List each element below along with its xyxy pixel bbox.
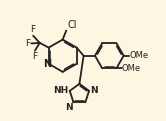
- Text: N: N: [65, 103, 73, 112]
- Text: OMe: OMe: [129, 51, 148, 60]
- Text: N: N: [43, 59, 51, 69]
- Text: F: F: [30, 26, 35, 34]
- Text: F: F: [32, 52, 37, 61]
- Text: Cl: Cl: [67, 20, 77, 30]
- Text: OMe: OMe: [122, 64, 141, 73]
- Text: N: N: [90, 86, 98, 95]
- Text: NH: NH: [54, 86, 69, 95]
- Text: F: F: [25, 39, 30, 48]
